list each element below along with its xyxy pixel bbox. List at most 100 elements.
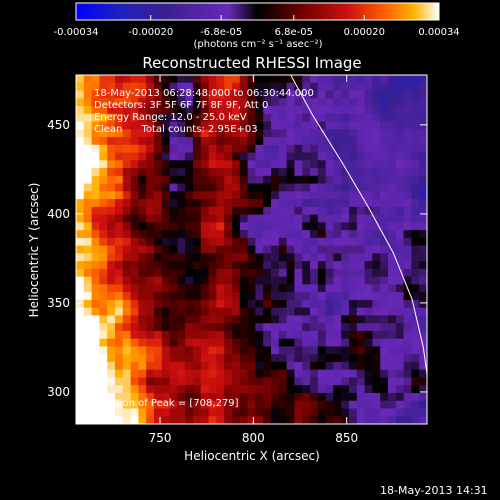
heatmap-cell [403, 400, 412, 410]
heatmap-cell [380, 144, 389, 154]
heatmap-cell [154, 400, 163, 410]
heatmap-cell [325, 307, 334, 317]
heatmap-cell [154, 183, 163, 192]
heatmap-cell [380, 416, 389, 424]
heatmap-cell [83, 245, 93, 254]
heatmap-cell [271, 129, 280, 138]
heatmap-cell [239, 330, 249, 340]
heatmap-cell [115, 152, 124, 161]
heatmap-cell [333, 237, 342, 247]
heatmap-cell [395, 144, 405, 154]
heatmap-cell [271, 230, 280, 239]
heatmap-cell [271, 330, 280, 340]
heatmap-cell [294, 230, 303, 239]
heatmap-cell [247, 129, 256, 138]
heatmap-cell [278, 369, 288, 379]
heatmap-cell [161, 206, 171, 216]
heatmap-cell [356, 346, 366, 355]
heatmap-cell [130, 222, 139, 231]
heatmap-cell [317, 82, 327, 92]
heatmap-cell [76, 160, 85, 169]
heatmap-cell [91, 377, 100, 386]
heatmap-cell [107, 299, 116, 309]
heatmap-cell [395, 385, 405, 394]
heatmap-cell [224, 338, 233, 348]
heatmap-cell [216, 183, 225, 192]
heatmap-cell [247, 245, 256, 254]
heatmap-cell [325, 82, 334, 92]
heatmap-cell [349, 237, 358, 247]
heatmap-cell [122, 191, 132, 200]
heatmap-cell [208, 98, 217, 107]
heatmap-cell [208, 400, 217, 410]
heatmap-cell [146, 292, 155, 301]
heatmap-cell [146, 137, 155, 146]
heatmap-cell [208, 416, 217, 424]
heatmap-cell [341, 183, 350, 192]
heatmap-cell [255, 144, 264, 154]
heatmap-cell [325, 175, 334, 185]
heatmap-cell [356, 137, 366, 146]
heatmap-cell [356, 168, 366, 177]
heatmap-cell [208, 90, 217, 99]
heatmap-cell [278, 144, 288, 154]
heatmap-cell [76, 307, 85, 317]
heatmap-cell [232, 385, 241, 394]
heatmap-cell [247, 121, 256, 130]
heatmap-cell [83, 392, 93, 402]
heatmap-cell [356, 369, 366, 379]
heatmap-cell [193, 408, 202, 417]
heatmap-cell [278, 253, 288, 262]
heatmap-cell [216, 377, 225, 386]
heatmap-cell [138, 82, 147, 92]
heatmap-cell [177, 369, 186, 379]
heatmap-cell [154, 160, 163, 169]
heatmap-cell [107, 400, 116, 410]
heatmap-cell [302, 214, 311, 223]
heatmap-cell [224, 121, 233, 130]
heatmap-cell [208, 338, 217, 348]
heatmap-cell [83, 385, 93, 394]
heatmap-cell [122, 230, 132, 239]
heatmap-cell [161, 245, 171, 254]
heatmap-cell [302, 276, 311, 285]
heatmap-cell [341, 385, 350, 394]
heatmap-cell [317, 245, 327, 254]
heatmap-cell [310, 408, 319, 417]
heatmap-cell [411, 400, 420, 410]
heatmap-cell [169, 183, 178, 192]
heatmap-cell [278, 137, 288, 146]
heatmap-cell [154, 199, 163, 208]
heatmap-cell [83, 377, 93, 386]
heatmap-cell [232, 152, 241, 161]
heatmap-cell [364, 206, 373, 216]
heatmap-cell [247, 276, 256, 285]
heatmap-cell [317, 385, 327, 394]
heatmap-cell [115, 261, 124, 270]
heatmap-cell [169, 292, 178, 301]
heatmap-cell [107, 222, 116, 231]
heatmap-cell [372, 230, 381, 239]
heatmap-cell [83, 191, 93, 200]
heatmap-cell [302, 377, 311, 386]
heatmap-cell [403, 377, 412, 386]
heatmap-cell [107, 82, 116, 92]
heatmap-cell [294, 392, 303, 402]
heatmap-cell [341, 75, 350, 84]
heatmap-cell [99, 113, 108, 123]
heatmap-cell [76, 230, 85, 239]
heatmap-cell [388, 400, 397, 410]
heatmap-cell [83, 98, 93, 107]
heatmap-cell [286, 137, 295, 146]
heatmap-cell [395, 416, 405, 424]
heatmap-cell [388, 152, 397, 161]
heatmap-cell [161, 191, 171, 200]
heatmap-cell [138, 113, 147, 123]
heatmap-cell [356, 75, 366, 84]
heatmap-cell [310, 284, 319, 293]
heatmap-cell [302, 230, 311, 239]
heatmap-cell [364, 137, 373, 146]
heatmap-cell [115, 129, 124, 138]
heatmap-cell [403, 183, 412, 192]
heatmap-cell [286, 361, 295, 371]
